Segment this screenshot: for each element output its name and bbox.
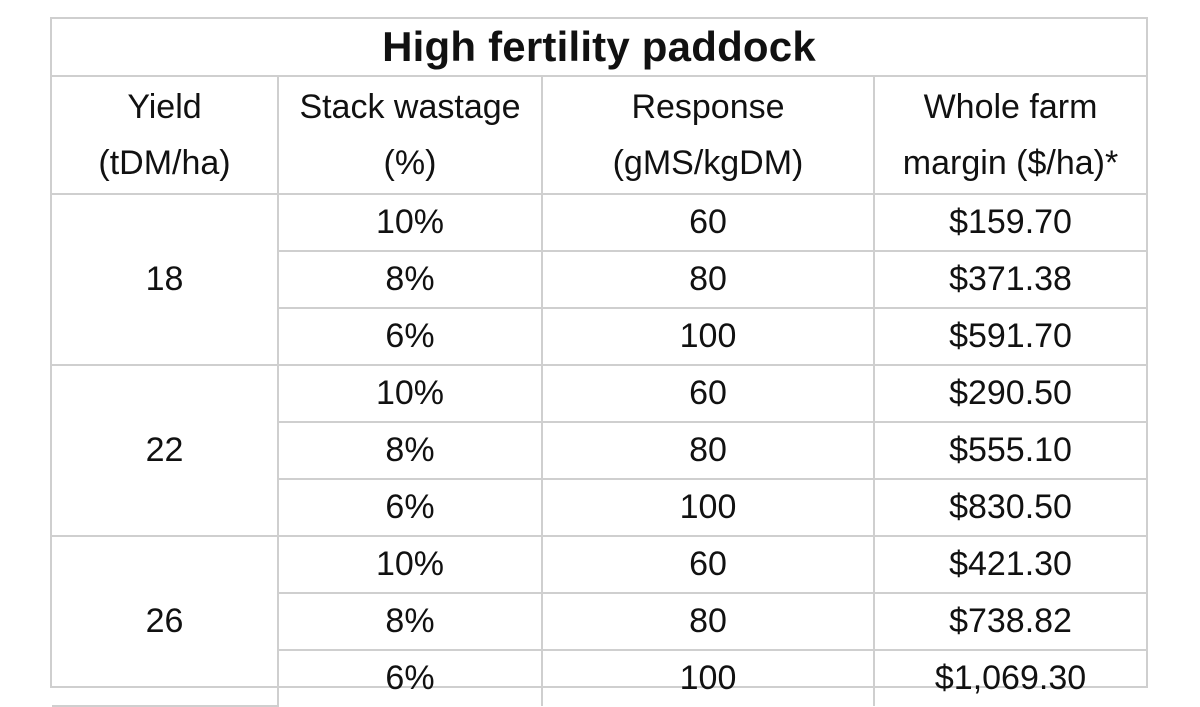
header-response: Response (gMS/kgDM) (542, 76, 875, 195)
margin-cell: $421.30 (874, 536, 1147, 594)
wastage-cell: 8% (278, 251, 543, 309)
table-row: 26 10% 60 $421.30 (52, 536, 1147, 707)
wastage-cell: 6% (278, 479, 543, 537)
table-row: 8% 80 $738.82 (52, 593, 1147, 651)
margin-cell: $591.70 (874, 308, 1147, 366)
header-yield-line2: (tDM/ha) (98, 144, 231, 182)
response-cell: 60 (542, 365, 875, 423)
header-margin-line2: margin ($/ha)* (902, 144, 1119, 182)
response-cell: 80 (542, 251, 875, 309)
title-row: High fertility paddock (52, 19, 1147, 77)
response-cell: 80 (542, 593, 875, 651)
response-cell: 60 (542, 194, 875, 252)
margin-cell: $1,069.30 (934, 659, 1087, 697)
yield-cell: 18 (52, 194, 279, 366)
table-row: 8% 80 $371.38 (52, 251, 1147, 309)
header-response-line1: Response (631, 88, 785, 126)
yield-cell: 26 (52, 536, 279, 707)
margin-cell: $159.70 (874, 194, 1147, 252)
wastage-cell: 6% (278, 308, 543, 366)
header-margin-line1: Whole farm (923, 88, 1098, 126)
fertility-table: High fertility paddock Yield (tDM/ha) St… (52, 19, 1147, 707)
table-row: 6% 100 $1,069.30 (52, 650, 1146, 706)
margin-cell: $371.38 (874, 251, 1147, 309)
table-row: 22 10% 60 $290.50 (52, 365, 1147, 537)
header-stack-wastage: Stack wastage (%) (278, 76, 543, 195)
margin-cell: $290.50 (874, 365, 1147, 423)
table-row: 6% 100 $830.50 (52, 479, 1147, 537)
response-cell: 100 (542, 650, 875, 706)
response-cell: 100 (542, 308, 875, 366)
table-title: High fertility paddock (52, 19, 1147, 77)
wastage-cell: 10% (278, 194, 543, 252)
table-row: 8% 80 $555.10 (52, 422, 1147, 480)
header-stack-wastage-line2: (%) (383, 144, 437, 182)
table-row: 18 10% 60 $159.70 (52, 194, 1147, 366)
response-cell: 60 (542, 536, 875, 594)
margin-cell: $738.82 (874, 593, 1147, 651)
wastage-cell: 8% (278, 593, 543, 651)
table-frame: High fertility paddock Yield (tDM/ha) St… (50, 17, 1148, 707)
header-response-line2: (gMS/kgDM) (612, 144, 804, 182)
response-cell: 80 (542, 422, 875, 480)
header-row: Yield (tDM/ha) Stack wastage (%) Respons… (52, 76, 1147, 195)
header-stack-wastage-line1: Stack wastage (299, 88, 521, 126)
response-cell: 100 (542, 479, 875, 537)
header-yield-line1: Yield (127, 88, 202, 126)
header-whole-farm-margin: Whole farm margin ($/ha)* (874, 76, 1147, 195)
wastage-cell: 8% (278, 422, 543, 480)
wastage-cell: 6% (278, 650, 543, 706)
wastage-cell: 10% (278, 536, 543, 594)
margin-cell: $830.50 (874, 479, 1147, 537)
header-yield: Yield (tDM/ha) (52, 76, 279, 195)
table-row: 6% 100 $591.70 (52, 308, 1147, 366)
wastage-cell: 10% (278, 365, 543, 423)
yield-cell: 22 (52, 365, 279, 537)
margin-cell: $555.10 (874, 422, 1147, 480)
